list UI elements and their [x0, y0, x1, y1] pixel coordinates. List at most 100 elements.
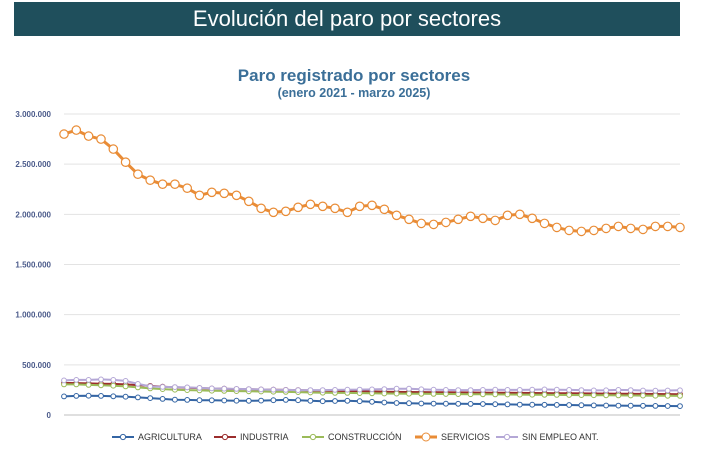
data-point	[416, 218, 427, 229]
data-point	[640, 387, 646, 394]
data-point	[59, 129, 69, 139]
data-point	[61, 377, 67, 384]
data-point	[455, 387, 462, 394]
data-point	[172, 384, 178, 391]
data-point	[122, 393, 129, 400]
data-point	[625, 223, 636, 234]
data-point	[590, 402, 597, 409]
data-point	[504, 401, 511, 408]
data-point	[566, 402, 572, 408]
legend-swatch-marker	[421, 432, 431, 442]
data-point	[332, 387, 338, 393]
series-line	[63, 128, 681, 233]
data-point	[504, 391, 511, 398]
data-point	[465, 211, 476, 222]
data-point	[293, 202, 303, 213]
data-point	[406, 390, 412, 397]
data-point	[307, 397, 314, 404]
gridlines	[64, 113, 680, 416]
data-point	[96, 134, 106, 144]
data-point	[441, 217, 451, 228]
data-point	[590, 387, 597, 394]
data-point	[514, 209, 525, 220]
legend: AGRICULTURA INDUSTRIA CONSTRUCCIÓN SERVICIO…	[112, 432, 599, 442]
data-point	[207, 187, 217, 198]
data-point	[613, 221, 624, 232]
data-point	[675, 222, 685, 233]
data-point	[280, 206, 291, 217]
data-point	[135, 394, 141, 401]
legend-label: INDUSTRIA	[240, 432, 289, 442]
data-point	[393, 390, 400, 397]
data-point	[576, 226, 587, 237]
data-point	[258, 386, 265, 393]
data-point	[98, 382, 104, 389]
legend-label: SIN EMPLEO ANT.	[522, 432, 599, 442]
data-point	[662, 221, 673, 232]
y-tick-label: 2.000.000	[15, 210, 51, 219]
series-lines	[59, 125, 685, 410]
data-point	[467, 401, 474, 407]
data-point	[73, 377, 80, 383]
data-point	[664, 392, 671, 399]
legend-item: INDUSTRIA	[214, 432, 289, 442]
data-point	[332, 398, 338, 404]
data-point	[406, 385, 412, 392]
data-point	[541, 391, 548, 398]
data-point	[404, 214, 414, 225]
data-point	[564, 225, 574, 236]
series-sin-empleo-ant-	[61, 376, 683, 394]
data-point	[677, 403, 683, 410]
data-point	[516, 387, 523, 393]
data-point	[443, 387, 449, 393]
data-point	[270, 386, 277, 393]
data-point	[391, 210, 402, 221]
data-point	[342, 207, 353, 218]
data-point	[467, 387, 474, 394]
data-point	[516, 391, 523, 398]
data-point	[367, 200, 377, 211]
data-point	[194, 190, 205, 201]
data-point	[453, 214, 463, 225]
data-point	[182, 183, 192, 193]
data-point	[71, 125, 82, 135]
legend-label: AGRICULTURA	[138, 432, 202, 442]
legend-swatch-marker	[119, 433, 127, 441]
data-point	[490, 215, 500, 226]
data-point	[566, 387, 572, 393]
data-point	[406, 400, 412, 407]
data-point	[184, 397, 191, 403]
data-point	[244, 196, 254, 207]
data-point	[627, 402, 634, 409]
data-point	[147, 395, 154, 402]
data-point	[256, 203, 266, 214]
y-axis-ticks: 0 500.000 1.000.000 1.500.000 2.000.000 2.500…	[15, 110, 51, 420]
legend-item: AGRICULTURA	[112, 432, 202, 442]
data-point	[615, 387, 622, 393]
data-point	[541, 401, 548, 408]
data-point	[430, 386, 437, 393]
data-point	[159, 396, 166, 402]
data-point	[110, 393, 117, 400]
data-point	[492, 401, 499, 408]
data-point	[381, 386, 388, 393]
data-point	[319, 398, 326, 405]
data-point	[601, 223, 611, 234]
data-point	[492, 391, 499, 398]
data-point	[221, 397, 228, 404]
data-point	[196, 385, 203, 391]
data-point	[73, 393, 80, 399]
data-point	[541, 386, 548, 393]
data-point	[590, 392, 597, 399]
data-point	[354, 201, 365, 212]
data-point	[615, 392, 622, 399]
y-tick-label: 0	[47, 411, 52, 420]
data-point	[664, 387, 671, 394]
data-point	[170, 179, 180, 189]
series-agricultura	[61, 392, 683, 410]
y-tick-label: 1.500.000	[15, 261, 51, 270]
legend-label: CONSTRUCCIÓN	[328, 432, 402, 442]
data-point	[268, 207, 279, 218]
data-point	[492, 386, 499, 393]
data-point	[330, 203, 340, 214]
